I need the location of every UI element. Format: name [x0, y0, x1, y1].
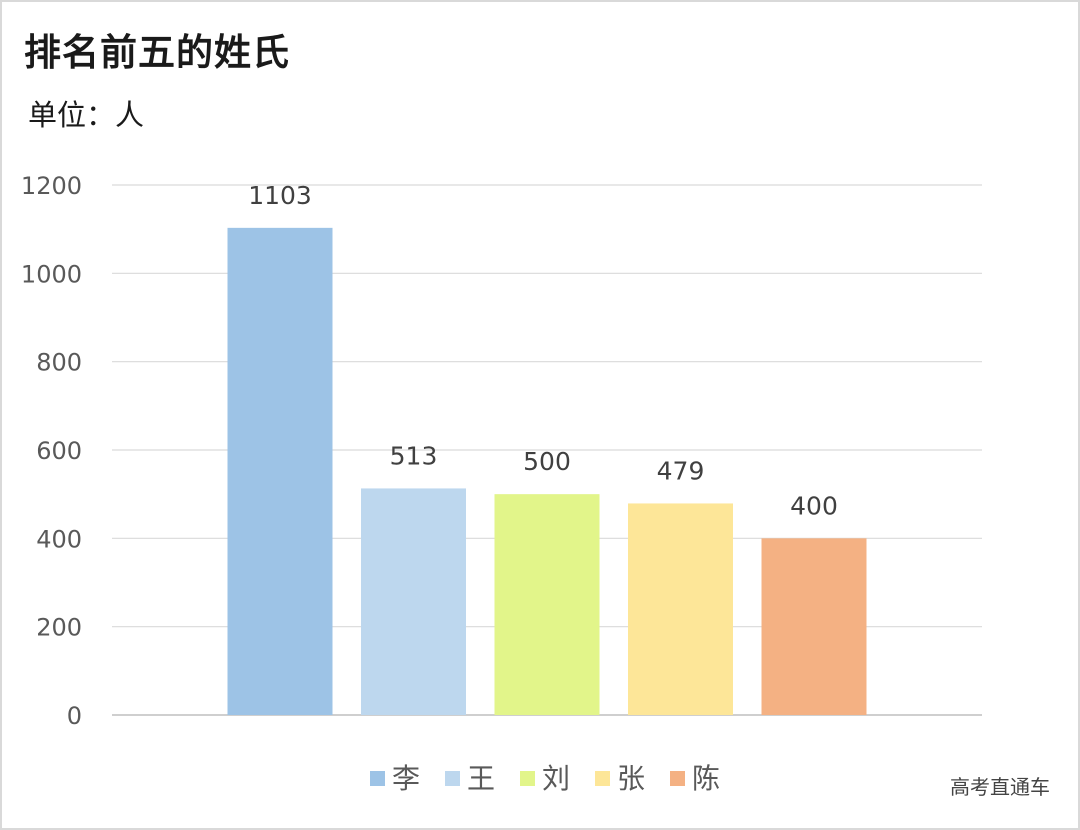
bar: [361, 488, 466, 715]
y-tick-label: 1200: [21, 172, 82, 200]
y-tick-label: 400: [36, 525, 82, 553]
legend-swatch: [520, 771, 535, 786]
y-tick-label: 1000: [21, 260, 82, 288]
watermark: 高考直通车: [950, 775, 1050, 799]
bar: [761, 538, 867, 715]
bars: [227, 227, 867, 715]
legend-label: 陈: [692, 762, 720, 795]
legend: 李王刘张陈: [370, 762, 720, 795]
legend-label: 李: [392, 762, 420, 795]
y-tick-label: 0: [67, 702, 82, 730]
bar: [494, 494, 600, 715]
legend-label: 刘: [542, 762, 570, 795]
legend-swatch: [445, 771, 460, 786]
unit-label: 单位：人: [28, 98, 145, 132]
chart-title: 排名前五的姓氏: [24, 31, 290, 74]
data-label: 500: [523, 447, 571, 476]
data-label: 479: [657, 456, 705, 485]
data-label: 513: [390, 441, 438, 470]
legend-label: 张: [617, 762, 645, 795]
data-label: 400: [790, 491, 838, 520]
bar: [227, 227, 333, 715]
data-label: 1103: [248, 181, 312, 210]
data-labels: 1103 513 500 479 400: [248, 181, 838, 520]
bar: [628, 503, 733, 715]
y-tick-label: 600: [36, 437, 82, 465]
legend-label: 王: [467, 762, 495, 795]
legend-swatch: [595, 771, 610, 786]
y-axis: 0 200 400 600 800 1000 1200: [21, 172, 82, 730]
legend-swatch: [670, 771, 685, 786]
legend-swatch: [370, 771, 385, 786]
y-tick-label: 200: [36, 614, 82, 642]
y-tick-label: 800: [36, 349, 82, 377]
